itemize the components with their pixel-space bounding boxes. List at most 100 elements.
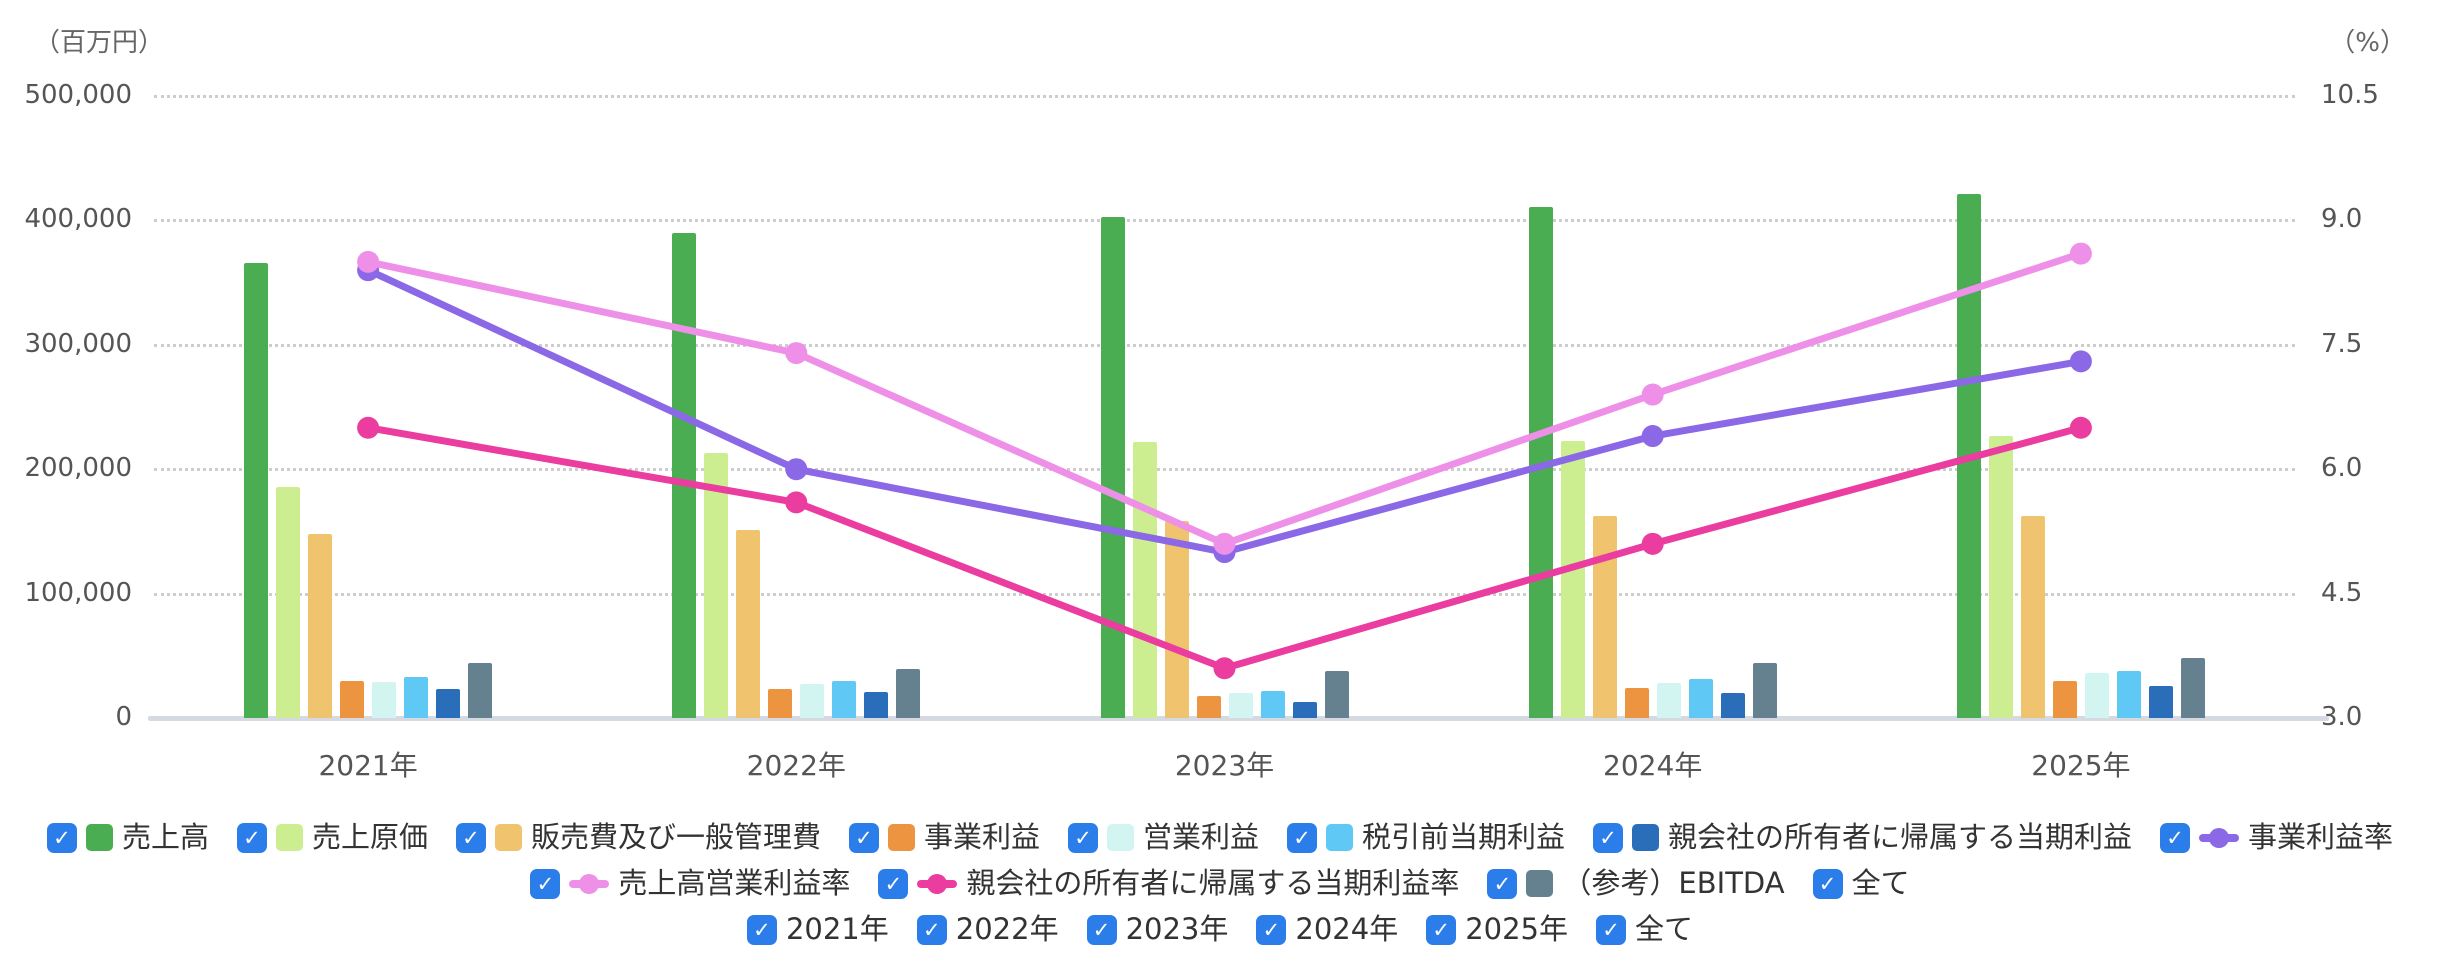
checkbox-icon[interactable]: ✓ <box>1487 868 1518 899</box>
checkbox-icon[interactable]: ✓ <box>1256 914 1287 945</box>
bar-series2-year4[interactable] <box>2020 516 2045 718</box>
legend-item-営業利益[interactable]: ✓ 営業利益 <box>1068 820 1260 854</box>
legend-item-売上高[interactable]: ✓ 売上高 <box>46 821 209 854</box>
bar-series4-year3[interactable] <box>1656 683 1681 718</box>
bar-series3-year3[interactable] <box>1624 688 1649 718</box>
legend-item-税引前当期利益[interactable]: ✓ 税引前当期利益 <box>1287 820 1566 854</box>
bar-series2-year2[interactable] <box>1164 521 1189 718</box>
legend-label: 2022年 <box>955 911 1059 946</box>
right-axis-tick: 9.0 <box>2321 204 2363 235</box>
checkbox-icon[interactable]: ✓ <box>916 914 947 945</box>
bar-series3-year0[interactable] <box>340 680 365 718</box>
checkbox-icon[interactable]: ✓ <box>1068 822 1098 853</box>
line-point-series2-year2[interactable] <box>1213 657 1236 680</box>
line-point-series1-year4[interactable] <box>2069 242 2092 265</box>
legend-item-事業利益[interactable]: ✓ 事業利益 <box>848 821 1040 854</box>
legend-item-2021年[interactable]: ✓ 2021年 <box>746 913 889 946</box>
checkbox-icon[interactable]: ✓ <box>1812 868 1843 899</box>
bar-series4-year4[interactable] <box>2084 673 2109 718</box>
line-point-series1-year1[interactable] <box>785 342 808 365</box>
checkbox-icon[interactable]: ✓ <box>746 914 777 945</box>
legend-item-（参考）EBITDA[interactable]: ✓ （参考）EBITDA <box>1487 867 1785 900</box>
right-axis-tick: 7.5 <box>2321 328 2363 359</box>
bar-series6-year2[interactable] <box>1292 701 1317 718</box>
bar-series3-year2[interactable] <box>1196 695 1221 718</box>
bar-series4-year0[interactable] <box>372 681 397 718</box>
x-axis-label-2023年: 2023年 <box>1174 749 1275 782</box>
gridline <box>154 468 2295 472</box>
bar-series2-year1[interactable] <box>736 530 761 718</box>
checkbox-icon[interactable]: ✓ <box>2160 822 2191 853</box>
bar-series2-year0[interactable] <box>308 533 333 718</box>
bar-series7-year4[interactable] <box>2180 658 2205 718</box>
checkbox-icon[interactable]: ✓ <box>46 822 77 853</box>
line-point-series0-year4[interactable] <box>2069 350 2092 373</box>
bar-series5-year1[interactable] <box>832 680 857 718</box>
line-point-series1-year0[interactable] <box>357 250 380 273</box>
bar-series0-year0[interactable] <box>244 262 269 718</box>
legend-item-2023年[interactable]: ✓ 2023年 <box>1086 913 1228 946</box>
bar-series6-year3[interactable] <box>1720 693 1745 718</box>
legend-item-2025年[interactable]: ✓ 2025年 <box>1426 913 1568 946</box>
line-point-series1-year3[interactable] <box>1641 383 1664 406</box>
legend-item-売上高営業利益率[interactable]: ✓ 売上高営業利益率 <box>530 867 850 900</box>
checkbox-icon[interactable]: ✓ <box>1287 822 1318 853</box>
legend-label: 税引前当期利益 <box>1362 820 1566 854</box>
legend-item-売上原価[interactable]: ✓ 売上原価 <box>236 821 428 854</box>
line-point-series2-year4[interactable] <box>2069 416 2092 439</box>
checkbox-icon[interactable]: ✓ <box>1596 914 1627 945</box>
legend-item-全て[interactable]: ✓ 全て <box>1596 913 1693 946</box>
bar-series1-year1[interactable] <box>704 453 729 718</box>
line-swatch-dot <box>927 874 948 895</box>
bar-series5-year2[interactable] <box>1260 690 1285 718</box>
legend-item-親会社の所有者に帰属する当期利益[interactable]: ✓ 親会社の所有者に帰属する当期利益 <box>1593 821 2132 854</box>
line-point-series0-year3[interactable] <box>1641 425 1664 448</box>
bar-series6-year0[interactable] <box>436 689 461 718</box>
bar-series5-year4[interactable] <box>2116 670 2141 718</box>
bar-series4-year1[interactable] <box>800 684 825 718</box>
left-axis-tick: 500,000 <box>24 80 132 110</box>
legend-item-2024年[interactable]: ✓ 2024年 <box>1256 911 1399 946</box>
bar-series6-year1[interactable] <box>864 691 889 718</box>
checkbox-icon[interactable]: ✓ <box>530 868 561 899</box>
bar-series0-year2[interactable] <box>1100 216 1125 718</box>
checkbox-icon[interactable]: ✓ <box>848 822 879 853</box>
left-axis-tick: 400,000 <box>24 204 132 235</box>
legend-item-販売費及び一般管理費[interactable]: ✓ 販売費及び一般管理費 <box>455 820 821 854</box>
legend-label: 販売費及び一般管理費 <box>530 820 821 854</box>
bar-series2-year3[interactable] <box>1592 516 1617 718</box>
legend-item-親会社の所有者に帰属する当期利益率[interactable]: ✓ 親会社の所有者に帰属する当期利益率 <box>878 867 1459 900</box>
bar-series4-year2[interactable] <box>1228 693 1253 718</box>
legend-item-全て[interactable]: ✓ 全て <box>1812 867 1910 900</box>
checkbox-icon[interactable]: ✓ <box>1086 914 1117 945</box>
bar-series1-year4[interactable] <box>1988 435 2013 718</box>
bar-series6-year4[interactable] <box>2148 685 2173 718</box>
legend-label: 営業利益 <box>1143 820 1260 854</box>
bar-series7-year0[interactable] <box>468 663 493 718</box>
bar-series1-year0[interactable] <box>276 486 301 718</box>
line-point-series0-year1[interactable] <box>785 458 808 481</box>
bar-series5-year0[interactable] <box>404 676 429 718</box>
bar-series0-year1[interactable] <box>672 232 697 718</box>
bar-series7-year3[interactable] <box>1752 663 1777 718</box>
bar-series5-year3[interactable] <box>1688 679 1713 718</box>
bar-series7-year1[interactable] <box>896 669 921 718</box>
checkbox-icon[interactable]: ✓ <box>878 868 909 899</box>
legend-label: 2024年 <box>1295 911 1399 946</box>
bar-series3-year1[interactable] <box>768 689 793 718</box>
checkbox-icon[interactable]: ✓ <box>455 822 486 853</box>
checkbox-icon[interactable]: ✓ <box>1426 914 1457 945</box>
checkbox-icon[interactable]: ✓ <box>1593 822 1624 853</box>
legend-item-2022年[interactable]: ✓ 2022年 <box>916 911 1059 946</box>
line-point-series1-year2[interactable] <box>1213 532 1236 555</box>
gridline <box>154 95 2295 98</box>
line-point-series2-year3[interactable] <box>1641 532 1664 555</box>
bar-series3-year4[interactable] <box>2052 680 2077 718</box>
line-point-series2-year0[interactable] <box>357 416 380 439</box>
legend-item-事業利益率[interactable]: ✓ 事業利益率 <box>2160 821 2393 854</box>
bar-series1-year2[interactable] <box>1132 441 1157 718</box>
bar-series1-year3[interactable] <box>1560 440 1585 718</box>
bar-series7-year2[interactable] <box>1324 670 1349 718</box>
line-point-series2-year1[interactable] <box>785 491 808 514</box>
checkbox-icon[interactable]: ✓ <box>236 822 267 853</box>
